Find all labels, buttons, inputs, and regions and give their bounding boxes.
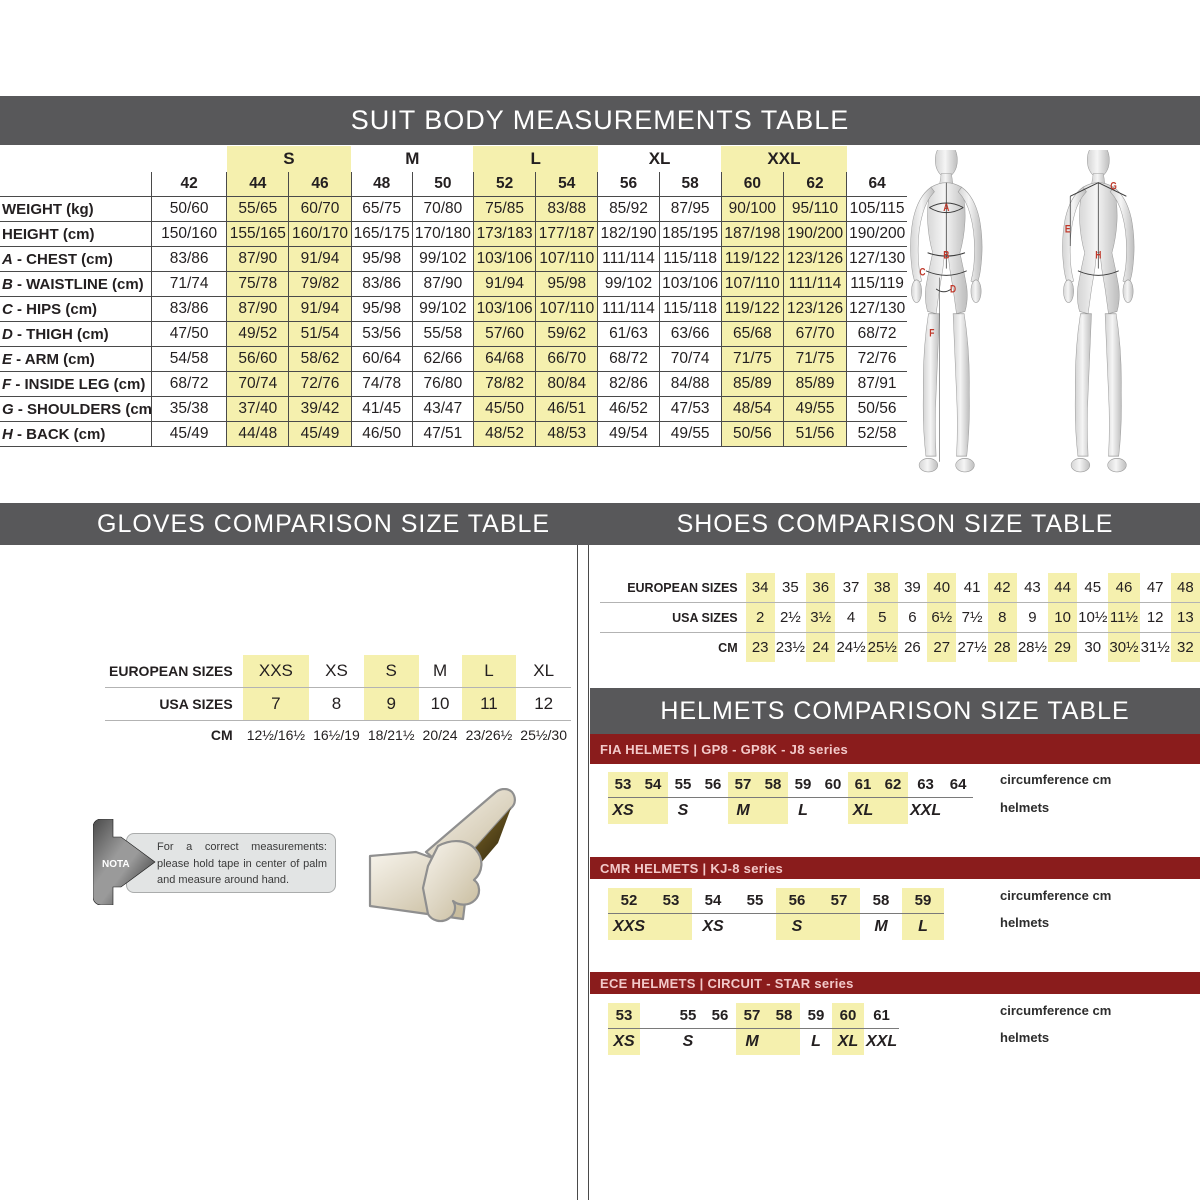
svg-text:D: D xyxy=(950,283,956,295)
svg-text:E: E xyxy=(1065,223,1071,235)
svg-text:G: G xyxy=(1110,180,1117,192)
svg-text:NOTA: NOTA xyxy=(102,859,130,870)
svg-text:F: F xyxy=(929,327,934,339)
svg-text:A: A xyxy=(943,202,949,214)
svg-text:H: H xyxy=(1095,249,1101,261)
svg-text:B: B xyxy=(943,249,949,261)
svg-text:C: C xyxy=(919,266,925,278)
